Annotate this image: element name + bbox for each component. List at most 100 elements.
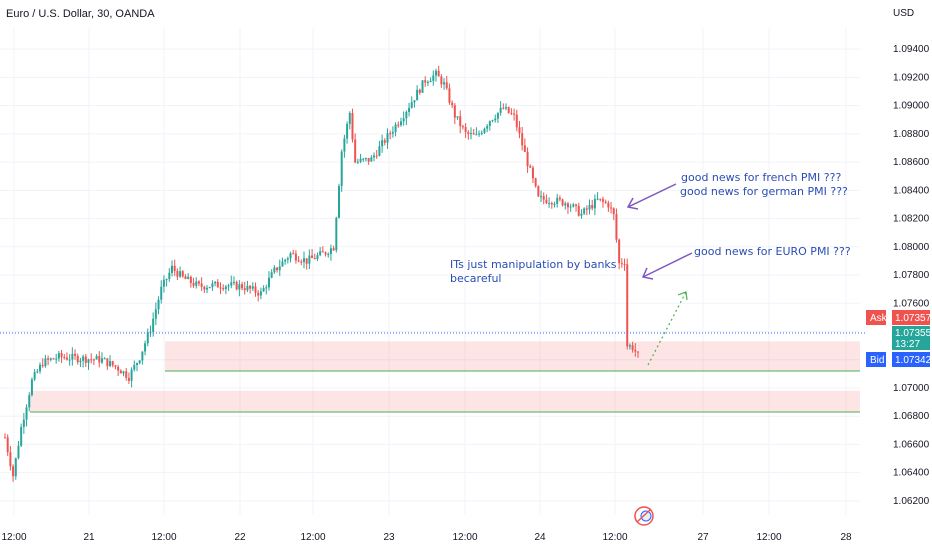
chart-title: Euro / U.S. Dollar, 30, OANDA xyxy=(6,8,155,20)
candle-body xyxy=(362,158,365,160)
candle-body xyxy=(618,239,621,264)
candle-body xyxy=(57,353,60,359)
candle-body xyxy=(596,198,599,200)
candle-body xyxy=(254,286,257,293)
candle-body xyxy=(84,356,87,363)
candle-body xyxy=(416,89,419,101)
candle-body xyxy=(364,158,367,160)
candle-body xyxy=(593,198,596,209)
candle-body xyxy=(338,186,341,218)
candle-body xyxy=(564,203,567,206)
candle-body xyxy=(418,89,421,93)
x-tick-label: 12:00 xyxy=(151,532,176,543)
candle-body xyxy=(434,70,437,76)
candle-body xyxy=(308,255,311,264)
candle-body xyxy=(610,207,613,209)
candle-body xyxy=(348,112,351,124)
x-tick-label: 27 xyxy=(697,532,709,543)
candle-body xyxy=(47,358,50,360)
candle-body xyxy=(176,270,179,277)
bid-label: Bid xyxy=(870,355,884,366)
candle-body xyxy=(389,133,392,135)
candle-body xyxy=(214,281,217,284)
candle-body xyxy=(637,351,639,353)
candle-body xyxy=(106,358,109,367)
candle-body xyxy=(270,272,273,278)
candle-body xyxy=(103,358,106,360)
candle-body xyxy=(154,309,157,319)
candle-body xyxy=(281,261,284,267)
candle-body xyxy=(208,287,211,289)
candle-body xyxy=(179,271,182,277)
candle-body xyxy=(556,197,559,204)
candle-body xyxy=(4,437,6,439)
candle-body xyxy=(572,204,575,207)
candle-body xyxy=(68,359,71,361)
candle-body xyxy=(55,358,58,360)
candle-body xyxy=(575,204,578,206)
candle-body xyxy=(49,358,52,360)
candle-body xyxy=(149,331,152,333)
time-scale[interactable]: 12:00 21 12:00 22 12:00 23 12:00 24 12:00 27 12:00… xyxy=(1,532,852,543)
y-tick-label: 1.06600 xyxy=(893,439,930,450)
candle-body xyxy=(443,82,446,85)
candle-body xyxy=(200,283,203,287)
bid-value: 1.07342 xyxy=(895,355,932,366)
annotation-french-pmi: good news for french PMI ??? xyxy=(681,171,841,184)
y-tick-label: 1.08000 xyxy=(893,242,930,253)
candle-body xyxy=(440,76,443,85)
candle-body xyxy=(109,361,112,367)
candle-body xyxy=(502,107,505,109)
candle-body xyxy=(144,343,147,352)
candle-body xyxy=(332,248,335,251)
candle-body xyxy=(276,267,279,271)
candle-body xyxy=(294,253,297,261)
candle-body xyxy=(262,287,265,292)
candles xyxy=(4,65,639,482)
candle-body xyxy=(432,75,435,81)
candle-body xyxy=(378,146,381,156)
candle-body xyxy=(284,259,287,262)
y-tick-label: 1.08600 xyxy=(893,157,930,168)
candle-body xyxy=(518,127,521,134)
y-tick-label: 1.09000 xyxy=(893,101,930,112)
y-tick-label: 1.09200 xyxy=(893,72,930,83)
candle-body xyxy=(92,359,95,361)
ask-label: Ask xyxy=(870,313,888,324)
y-tick-label: 1.06400 xyxy=(893,468,930,479)
candle-body xyxy=(130,369,133,381)
candle-body xyxy=(300,261,303,263)
candle-body xyxy=(157,299,160,310)
candle-body xyxy=(478,133,481,135)
candle-body xyxy=(399,121,402,126)
candle-body xyxy=(71,353,74,360)
candle-body xyxy=(87,359,90,363)
x-tick-label: 12:00 xyxy=(756,532,781,543)
candle-body xyxy=(523,145,526,152)
candle-body xyxy=(529,166,532,168)
candle-body xyxy=(184,276,187,280)
candle-body xyxy=(241,284,244,289)
candle-body xyxy=(601,199,604,202)
candle-body xyxy=(327,254,330,256)
candle-body xyxy=(429,80,432,83)
candle-body xyxy=(160,286,163,300)
candle-body xyxy=(375,155,378,157)
candle-body xyxy=(122,371,125,374)
economic-event-icon[interactable] xyxy=(634,506,654,526)
candle-body xyxy=(278,266,281,271)
candle-body xyxy=(467,132,470,135)
candle-body xyxy=(370,157,373,162)
candle-body xyxy=(469,133,472,135)
arrow-french-pmi xyxy=(626,183,677,210)
x-tick-label: 23 xyxy=(383,532,395,543)
ask-value: 1.07357 xyxy=(895,313,932,324)
candle-body xyxy=(437,70,440,77)
price-scale[interactable]: USD 1.06200 1.06400 1.06600 1.06800 1.07000 1… xyxy=(893,8,930,507)
candle-body xyxy=(588,205,591,210)
candle-body xyxy=(540,196,543,198)
candle-body xyxy=(243,288,246,291)
candle-body xyxy=(367,158,370,162)
candle-body xyxy=(356,161,359,163)
